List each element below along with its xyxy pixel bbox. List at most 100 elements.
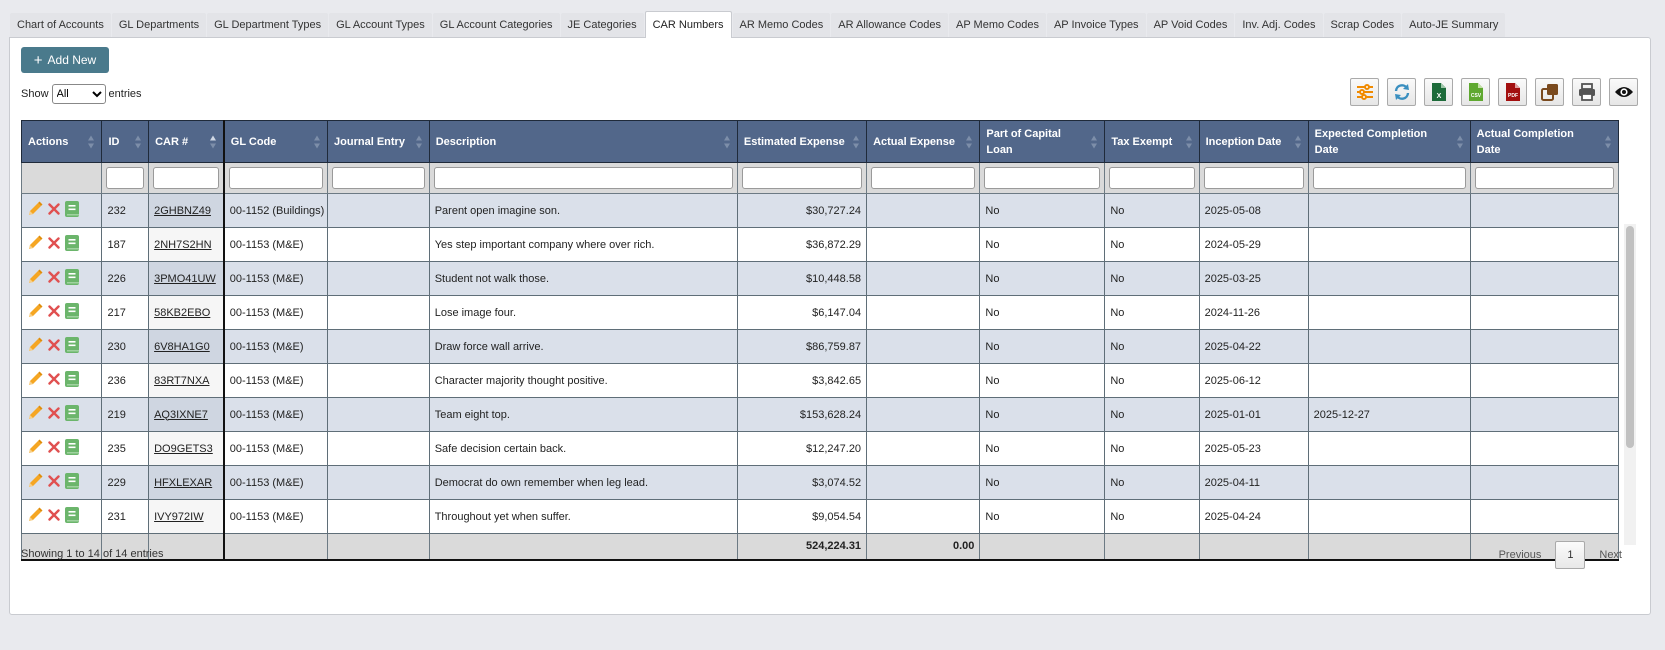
tab-gl-account-categories[interactable]: GL Account Categories: [432, 13, 560, 37]
column-header-inception-date[interactable]: Inception Date: [1198, 120, 1309, 163]
table-scrollbar[interactable]: [1624, 224, 1636, 545]
delete-x-icon[interactable]: [48, 373, 60, 388]
edit-pencil-icon[interactable]: [27, 235, 43, 254]
csv-export-button[interactable]: CSV: [1461, 78, 1490, 106]
column-header-estimated-expense[interactable]: Estimated Expense: [736, 120, 868, 163]
edit-pencil-icon[interactable]: [27, 303, 43, 322]
edit-pencil-icon[interactable]: [27, 439, 43, 458]
filter-input-estimated-expense[interactable]: [741, 167, 863, 189]
tab-scrap-codes[interactable]: Scrap Codes: [1323, 13, 1402, 37]
cell-id: 226: [101, 261, 150, 296]
edit-pencil-icon[interactable]: [27, 405, 43, 424]
tab-gl-departments[interactable]: GL Departments: [111, 13, 207, 37]
car-number-link[interactable]: IVY972IW: [154, 510, 204, 523]
tab-ap-invoice-types[interactable]: AP Invoice Types: [1046, 13, 1146, 37]
filter-input-car[interactable]: [153, 167, 219, 189]
car-number-link[interactable]: 3PMO41UW: [154, 272, 216, 285]
delete-x-icon[interactable]: [48, 271, 60, 286]
column-visibility-button[interactable]: [1609, 78, 1638, 106]
car-number-link[interactable]: HFXLEXAR: [154, 476, 213, 489]
tab-je-categories[interactable]: JE Categories: [560, 13, 644, 37]
entries-length-select[interactable]: All: [51, 84, 106, 104]
next-page-button[interactable]: Next: [1599, 549, 1622, 561]
column-header-actual-expense[interactable]: Actual Expense: [866, 120, 981, 163]
filter-input-part-of-capital-loan[interactable]: [984, 167, 1101, 189]
notes-book-icon[interactable]: [65, 337, 79, 356]
column-header-gl-code[interactable]: GL Code: [223, 120, 329, 163]
car-number-link[interactable]: 6V8HA1G0: [154, 340, 210, 353]
notes-book-icon[interactable]: [65, 201, 79, 220]
car-number-link[interactable]: 2GHBNZ49: [154, 204, 211, 217]
table-info: Showing 1 to 14 of 14 entries: [21, 548, 164, 560]
excel-export-button[interactable]: X: [1424, 78, 1453, 106]
column-header-actual-completion-date[interactable]: Actual Completion Date: [1469, 120, 1620, 163]
print-button[interactable]: [1572, 78, 1601, 106]
edit-pencil-icon[interactable]: [27, 507, 43, 526]
tab-chart-of-accounts[interactable]: Chart of Accounts: [10, 13, 111, 37]
tab-ar-memo-codes[interactable]: AR Memo Codes: [732, 13, 831, 37]
page-1-button[interactable]: 1: [1555, 541, 1586, 569]
delete-x-icon[interactable]: [48, 407, 60, 422]
notes-book-icon[interactable]: [65, 371, 79, 390]
tab-ap-memo-codes[interactable]: AP Memo Codes: [949, 13, 1046, 37]
edit-pencil-icon[interactable]: [27, 201, 43, 220]
tab-gl-department-types[interactable]: GL Department Types: [207, 13, 329, 37]
sort-arrows-icon: [1185, 135, 1193, 148]
edit-pencil-icon[interactable]: [27, 337, 43, 356]
delete-x-icon[interactable]: [48, 305, 60, 320]
tab-ar-allowance-codes[interactable]: AR Allowance Codes: [831, 13, 949, 37]
copy-button[interactable]: [1535, 78, 1564, 106]
delete-x-icon[interactable]: [48, 237, 60, 252]
column-settings-button[interactable]: [1350, 78, 1379, 106]
edit-pencil-icon[interactable]: [27, 269, 43, 288]
filter-input-tax-exempt[interactable]: [1109, 167, 1195, 189]
tab-ap-void-codes[interactable]: AP Void Codes: [1146, 13, 1235, 37]
filter-input-inception-date[interactable]: [1203, 167, 1304, 189]
notes-book-icon[interactable]: [65, 269, 79, 288]
delete-x-icon[interactable]: [48, 509, 60, 524]
filter-input-journal-entry[interactable]: [332, 167, 425, 189]
filter-input-id[interactable]: [106, 167, 145, 189]
notes-book-icon[interactable]: [65, 303, 79, 322]
filter-input-actual-completion-date[interactable]: [1474, 167, 1614, 189]
delete-x-icon[interactable]: [48, 475, 60, 490]
sort-arrows-icon: [135, 135, 142, 148]
edit-pencil-icon[interactable]: [27, 371, 43, 390]
edit-pencil-icon[interactable]: [27, 473, 43, 492]
notes-book-icon[interactable]: [65, 507, 79, 526]
column-header-description[interactable]: Description: [428, 120, 738, 163]
tab-car-numbers[interactable]: CAR Numbers: [644, 11, 732, 38]
column-header-car[interactable]: CAR #: [148, 120, 225, 163]
filter-input-actual-expense[interactable]: [871, 167, 976, 189]
car-number-link[interactable]: 58KB2EBO: [154, 306, 211, 319]
notes-book-icon[interactable]: [65, 405, 79, 424]
filter-input-expected-completion-date[interactable]: [1312, 167, 1466, 189]
refresh-button[interactable]: [1387, 78, 1416, 106]
filter-input-description[interactable]: [433, 167, 733, 189]
delete-x-icon[interactable]: [48, 339, 60, 354]
car-number-link[interactable]: 83RT7NXA: [154, 374, 210, 387]
tab-gl-account-types[interactable]: GL Account Types: [329, 13, 432, 37]
cell-car: HFXLEXAR: [148, 465, 225, 500]
car-number-link[interactable]: 2NH7S2HN: [154, 238, 212, 251]
delete-x-icon[interactable]: [48, 441, 60, 456]
pdf-export-button[interactable]: PDF: [1498, 78, 1527, 106]
column-header-id[interactable]: ID: [101, 120, 150, 163]
column-header-tax-exempt[interactable]: Tax Exempt: [1104, 120, 1200, 163]
add-new-button[interactable]: + Add New: [21, 47, 109, 73]
scrollbar-thumb[interactable]: [1626, 226, 1634, 448]
car-number-link[interactable]: AQ3IXNE7: [154, 408, 208, 421]
column-header-expected-completion-date[interactable]: Expected Completion Date: [1307, 120, 1471, 163]
tab-inv-adj-codes[interactable]: Inv. Adj. Codes: [1235, 13, 1323, 37]
notes-book-icon[interactable]: [65, 473, 79, 492]
filter-input-gl-code[interactable]: [228, 167, 324, 189]
notes-book-icon[interactable]: [65, 235, 79, 254]
notes-book-icon[interactable]: [65, 439, 79, 458]
column-header-actions[interactable]: Actions: [20, 120, 103, 163]
previous-page-button[interactable]: Previous: [1498, 549, 1542, 561]
delete-x-icon[interactable]: [48, 203, 60, 218]
car-number-link[interactable]: DO9GETS3: [154, 442, 213, 455]
tab-auto-je-summary[interactable]: Auto-JE Summary: [1402, 13, 1506, 37]
column-header-part-of-capital-loan[interactable]: Part of Capital Loan: [979, 120, 1106, 163]
column-header-journal-entry[interactable]: Journal Entry: [327, 120, 430, 163]
